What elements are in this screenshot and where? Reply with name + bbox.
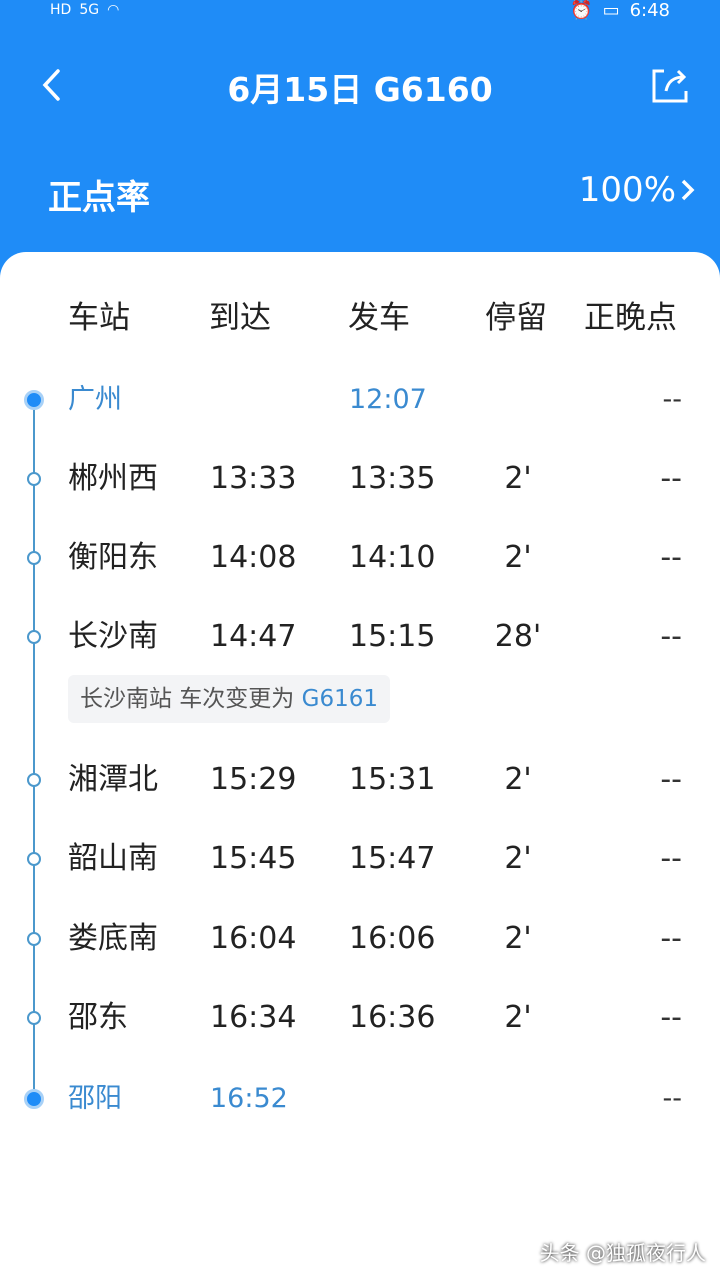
stop-duration: 2' [504,1000,532,1035]
station-row[interactable]: 衡阳东 14:08 14:10 2' -- [0,538,720,578]
arrive-time: 15:29 [210,762,297,797]
chevron-right-icon [681,179,695,201]
depart-time: 15:47 [349,841,436,876]
station-row[interactable]: 广州 12:07 -- [0,380,720,420]
station-row[interactable]: 娄底南 16:04 16:06 2' -- [0,919,720,959]
watermark: 头条 @独孤夜行人 [539,1241,706,1265]
timeline-dot-icon [27,472,41,486]
back-icon[interactable] [38,65,68,105]
delay-status: -- [662,1083,683,1114]
station-name: 湘潭北 [68,762,158,797]
col-stop: 停留 [485,300,547,336]
wifi-icon: ◠ [107,2,120,18]
depart-time: 12:07 [349,384,427,415]
station-row[interactable]: 湘潭北 15:29 15:31 2' -- [0,760,720,800]
delay-status: -- [660,762,682,797]
col-arrive: 到达 [209,300,271,336]
timeline-dot-icon [27,773,41,787]
depart-time: 16:36 [349,1000,436,1035]
stop-duration: 2' [504,540,532,575]
delay-status: -- [660,921,682,956]
timeline-dot-icon [27,932,41,946]
on-time-rate: 100% [578,170,676,210]
new-train-number: G6161 [301,686,378,712]
col-depart: 发车 [348,300,410,336]
depart-time: 15:15 [349,619,436,654]
timeline-dot-icon [27,1011,41,1025]
station-name: 邵阳 [68,1083,122,1114]
schedule-card [0,252,720,1280]
alarm-icon: ⏰ [570,0,593,21]
on-time-rate-link[interactable]: 100% [579,170,696,210]
station-row[interactable]: 邵东 16:34 16:36 2' -- [0,998,720,1038]
stop-duration: 2' [504,841,532,876]
delay-status: -- [660,841,682,876]
timeline-dot-icon [27,630,41,644]
delay-status: -- [660,619,682,654]
on-time-label: 正点率 [48,178,150,218]
battery-icon: ▭ [602,0,620,21]
col-late: 正晚点 [584,300,677,336]
depart-time: 15:31 [349,762,436,797]
depart-time: 13:35 [349,461,436,496]
timeline [33,397,35,1099]
header-background [0,0,720,290]
delay-status: -- [662,384,683,415]
arrive-time: 14:08 [210,540,297,575]
station-row[interactable]: 郴州西 13:33 13:35 2' -- [0,459,720,499]
share-icon[interactable] [648,63,692,107]
col-station: 车站 [68,300,130,336]
delay-status: -- [660,1000,682,1035]
station-name: 广州 [68,384,122,415]
hd-icon: HD [50,2,72,18]
arrive-time: 13:33 [210,461,297,496]
arrive-time: 16:52 [210,1083,288,1114]
station-name: 郴州西 [68,461,158,496]
stop-duration: 2' [504,762,532,797]
arrive-time: 16:34 [210,1000,297,1035]
delay-status: -- [660,461,682,496]
clock: 6:48 [629,0,670,21]
arrive-time: 16:04 [210,921,297,956]
signal-icon: 5G [79,2,100,18]
arrive-time: 14:47 [210,619,297,654]
station-name: 邵东 [68,1000,128,1035]
stop-duration: 2' [504,921,532,956]
page-title: 6月15日 G6160 [227,70,493,109]
station-name: 韶山南 [68,841,158,876]
nav-bar: 6月15日 G6160 [0,55,720,115]
depart-time: 14:10 [349,540,436,575]
status-bar: HD 5G ◠ ⏰ ▭ 6:48 [0,0,720,24]
station-row[interactable]: 邵阳 16:52 -- [0,1079,720,1119]
timeline-dot-icon [27,852,41,866]
train-change-note: 长沙南站 车次变更为 G6161 [68,675,390,723]
station-name: 衡阳东 [68,540,158,575]
delay-status: -- [660,540,682,575]
station-name: 长沙南 [68,619,158,654]
arrive-time: 15:45 [210,841,297,876]
station-row[interactable]: 韶山南 15:45 15:47 2' -- [0,839,720,879]
station-row[interactable]: 长沙南 14:47 15:15 28' -- [0,617,720,657]
stop-duration: 28' [494,619,542,654]
timeline-dot-icon [24,390,44,410]
stop-duration: 2' [504,461,532,496]
timeline-dot-icon [24,1089,44,1109]
depart-time: 16:06 [349,921,436,956]
station-name: 娄底南 [68,921,158,956]
timeline-dot-icon [27,551,41,565]
